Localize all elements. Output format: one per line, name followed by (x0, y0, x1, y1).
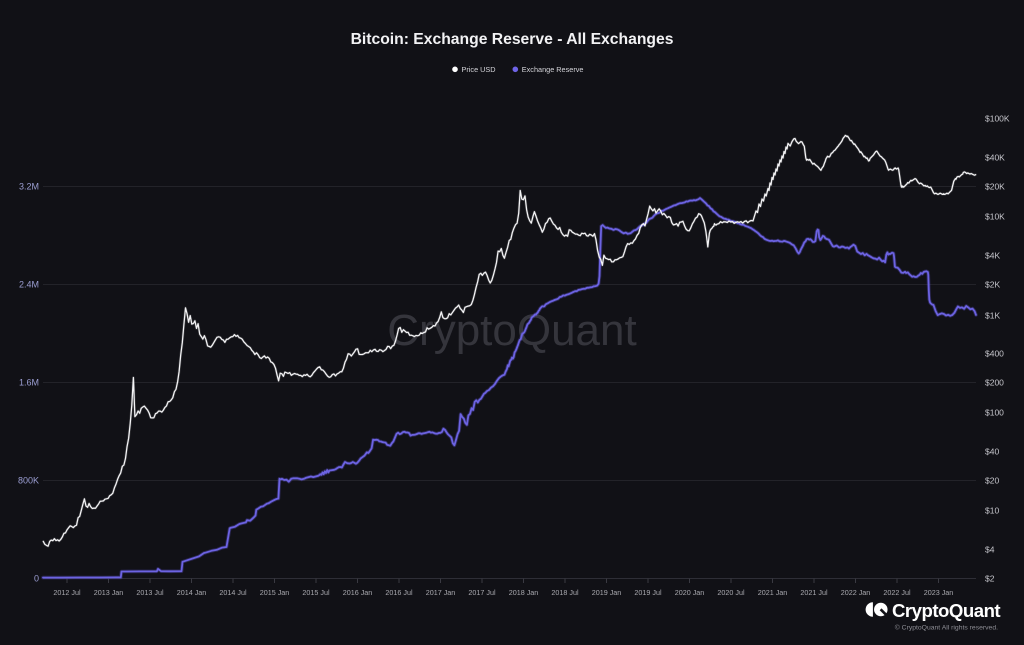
svg-text:2020 Jul: 2020 Jul (717, 588, 745, 597)
svg-text:2021 Jan: 2021 Jan (758, 588, 788, 597)
svg-text:2013 Jan: 2013 Jan (94, 588, 124, 597)
svg-text:2.4M: 2.4M (19, 280, 39, 290)
svg-text:$100: $100 (985, 408, 1004, 418)
svg-text:$40: $40 (985, 447, 999, 457)
svg-text:2013 Jul: 2013 Jul (136, 588, 164, 597)
svg-text:2012 Jul: 2012 Jul (53, 588, 81, 597)
svg-text:Price USD: Price USD (462, 65, 496, 74)
svg-text:2022 Jan: 2022 Jan (841, 588, 871, 597)
svg-text:1.6M: 1.6M (19, 378, 39, 388)
svg-text:800K: 800K (18, 476, 39, 486)
svg-text:2019 Jul: 2019 Jul (634, 588, 662, 597)
svg-text:$10K: $10K (985, 212, 1005, 222)
svg-text:$1K: $1K (985, 311, 1000, 321)
svg-text:$2K: $2K (985, 280, 1000, 290)
svg-text:2019 Jan: 2019 Jan (592, 588, 622, 597)
svg-text:$2: $2 (985, 574, 995, 584)
svg-text:2014 Jul: 2014 Jul (219, 588, 247, 597)
svg-text:$4: $4 (985, 545, 995, 555)
svg-text:$20K: $20K (985, 182, 1005, 192)
svg-text:2017 Jan: 2017 Jan (426, 588, 456, 597)
svg-text:2020 Jan: 2020 Jan (675, 588, 705, 597)
svg-text:3.2M: 3.2M (19, 182, 39, 192)
svg-text:2015 Jan: 2015 Jan (260, 588, 290, 597)
svg-text:Bitcoin: Exchange Reserve - Al: Bitcoin: Exchange Reserve - All Exchange… (351, 31, 674, 48)
svg-text:2018 Jan: 2018 Jan (509, 588, 539, 597)
svg-text:Exchange Reserve: Exchange Reserve (522, 65, 584, 74)
svg-text:$20: $20 (985, 476, 999, 486)
svg-text:$4K: $4K (985, 251, 1000, 261)
svg-text:2017 Jul: 2017 Jul (468, 588, 496, 597)
svg-text:CryptoQuant: CryptoQuant (387, 306, 636, 355)
svg-text:© CryptoQuant All rights reser: © CryptoQuant All rights reserved. (895, 624, 998, 632)
svg-text:$200: $200 (985, 378, 1004, 388)
svg-text:CryptoQuant: CryptoQuant (892, 600, 1000, 621)
svg-text:$400: $400 (985, 349, 1004, 359)
svg-text:2021 Jul: 2021 Jul (800, 588, 828, 597)
svg-text:2018 Jul: 2018 Jul (551, 588, 579, 597)
svg-text:2022 Jul: 2022 Jul (883, 588, 911, 597)
svg-text:0: 0 (34, 574, 39, 584)
svg-text:2016 Jan: 2016 Jan (343, 588, 373, 597)
svg-text:$100K: $100K (985, 114, 1010, 124)
svg-text:2016 Jul: 2016 Jul (385, 588, 413, 597)
svg-text:2023 Jan: 2023 Jan (924, 588, 954, 597)
svg-text:$40K: $40K (985, 153, 1005, 163)
svg-text:2014 Jan: 2014 Jan (177, 588, 207, 597)
svg-text:$10: $10 (985, 506, 999, 516)
svg-text:2015 Jul: 2015 Jul (302, 588, 330, 597)
